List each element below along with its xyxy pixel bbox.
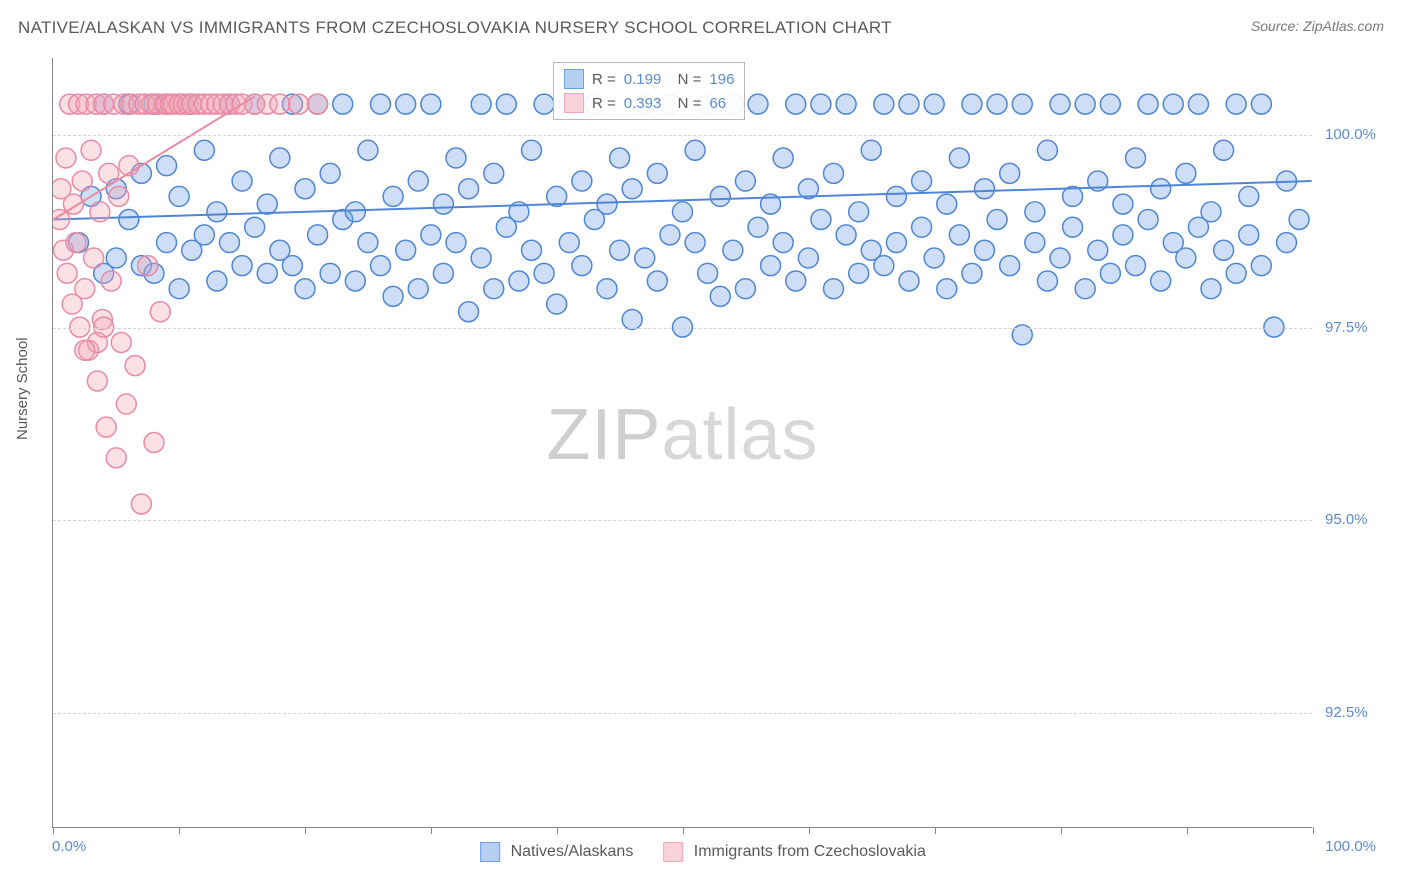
legend-label-0: Natives/Alaskans <box>511 843 634 860</box>
corr-n-0: 196 <box>709 71 734 88</box>
legend-item-1: Immigrants from Czechoslovakia <box>663 842 926 862</box>
corr-r-label: R = <box>592 71 616 88</box>
corr-row-0: R = 0.199 N = 196 <box>564 67 734 91</box>
corr-r-0: 0.199 <box>624 71 662 88</box>
y-tick-label: 95.0% <box>1325 511 1368 528</box>
legend-swatch-1 <box>663 842 683 862</box>
watermark-zip: ZIP <box>546 394 661 474</box>
y-tick-label: 97.5% <box>1325 319 1368 336</box>
y-axis-label: Nursery School <box>14 337 31 440</box>
corr-n-label: N = <box>669 71 701 88</box>
corr-swatch-1 <box>564 93 584 113</box>
y-tick-label: 92.5% <box>1325 704 1368 721</box>
chart-title: NATIVE/ALASKAN VS IMMIGRANTS FROM CZECHO… <box>18 18 892 38</box>
corr-row-1: R = 0.393 N = 66 <box>564 91 734 115</box>
legend-bottom: Natives/Alaskans Immigrants from Czechos… <box>480 842 926 862</box>
y-tick-label: 100.0% <box>1325 126 1376 143</box>
x-origin-label: 0.0% <box>52 838 86 855</box>
corr-r-1: 0.393 <box>624 95 662 112</box>
corr-swatch-0 <box>564 69 584 89</box>
watermark-atlas: atlas <box>661 394 818 474</box>
watermark: ZIPatlas <box>546 393 818 475</box>
corr-n-label: N = <box>669 95 701 112</box>
corr-n-1: 66 <box>709 95 726 112</box>
legend-swatch-0 <box>480 842 500 862</box>
plot-area: ZIPatlas R = 0.199 N = 196 R = 0.393 N =… <box>52 58 1312 828</box>
x-max-label: 100.0% <box>1325 838 1376 855</box>
source-label: Source: ZipAtlas.com <box>1251 18 1384 34</box>
correlation-legend: R = 0.199 N = 196 R = 0.393 N = 66 <box>553 62 745 120</box>
corr-r-label: R = <box>592 95 616 112</box>
legend-item-0: Natives/Alaskans <box>480 842 633 862</box>
legend-label-1: Immigrants from Czechoslovakia <box>694 843 926 860</box>
